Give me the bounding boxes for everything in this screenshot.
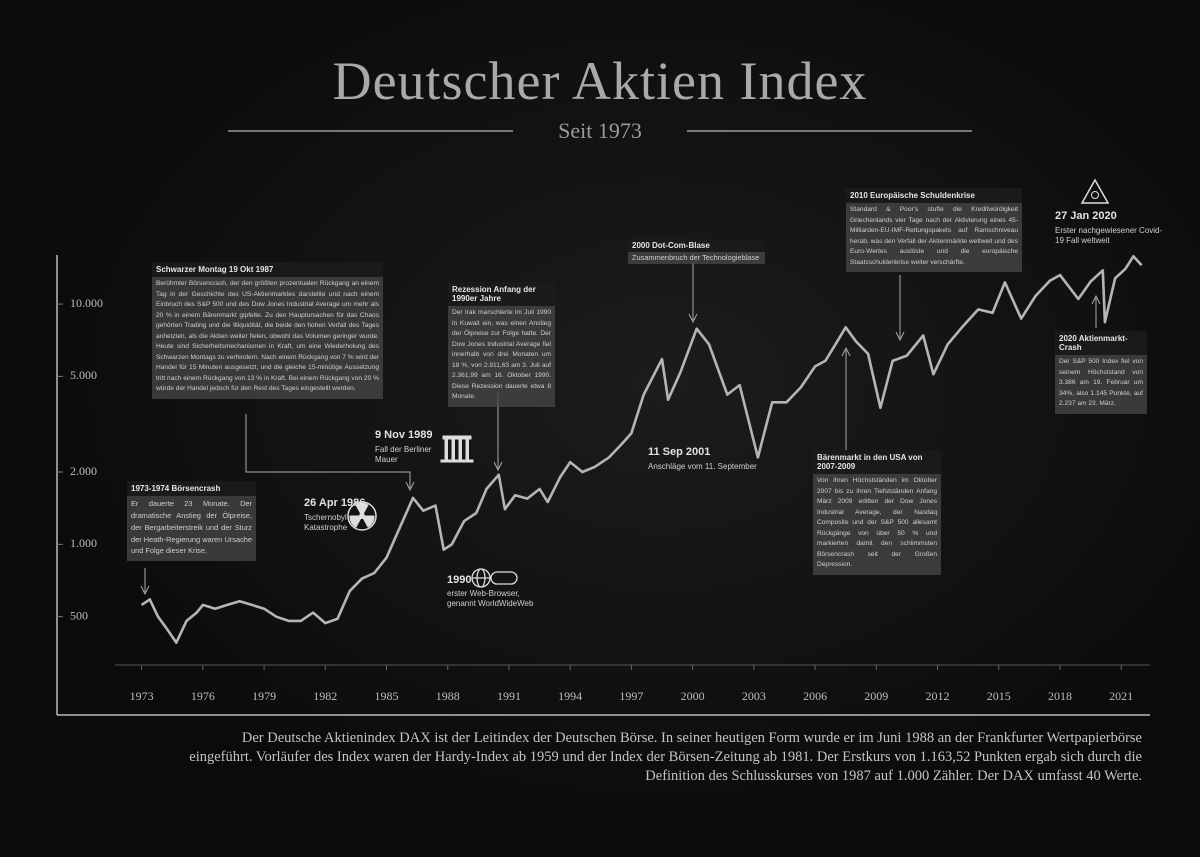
annotation-text: Standard & Poor's stufte die Kreditwürdi… [850, 206, 1018, 266]
x-tick-label: 2021 [1109, 689, 1133, 703]
chart-title: Deutscher Aktien Index [332, 51, 868, 111]
annotation-text: erster Web-Browser, genannt WorldWideWeb [447, 589, 534, 608]
annotation-title: Rezession Anfang der 1990er Jahre [448, 282, 555, 306]
annotation-title: Bärenmarkt in den USA von 2007-2009 [813, 450, 941, 474]
annotation: 2020 Aktienmarkt-Crash Der S&P 500 Index … [1055, 331, 1147, 414]
annotation-title: 2010 Europäische Schuldenkrise [846, 188, 1022, 203]
y-tick-label: 500 [70, 608, 88, 622]
y-tick-label: 5.000 [70, 368, 97, 382]
x-tick-label: 1979 [252, 689, 276, 703]
x-tick-label: 1982 [313, 689, 337, 703]
annotation-title: 2020 Aktienmarkt-Crash [1055, 331, 1147, 355]
annotation: 11 Sep 2001 Anschläge vom 11. September [648, 446, 788, 472]
x-tick-label: 2015 [987, 689, 1011, 703]
annotation-title: 26 Apr 1986 [304, 497, 366, 509]
x-tick-label: 1997 [619, 689, 643, 703]
annotation-title: 27 Jan 2020 [1055, 210, 1117, 222]
annotation-text: Der S&P 500 Index fiel von seinem Höchst… [1059, 358, 1143, 408]
annotation: 9 Nov 1989 Fall der Berliner Mauer [375, 429, 445, 464]
annotation-title: 2000 Dot-Com-Blase [628, 239, 765, 252]
annotation: Bärenmarkt in den USA von 2007-2009 Von i… [813, 450, 941, 575]
x-tick-label: 1991 [497, 689, 521, 703]
index-line [140, 255, 1143, 644]
annotation-text: Er dauerte 23 Monate. Der dramatische An… [131, 499, 252, 556]
x-tick-label: 1988 [436, 689, 460, 703]
radiation-icon [347, 501, 377, 531]
annotation-text: Erster nachgewiesener Covid-19 Fall welt… [1055, 226, 1163, 245]
annotation-title: 11 Sep 2001 [648, 446, 711, 458]
annotation-text: Berühmter Börsencrash, der den größten p… [156, 280, 379, 393]
annotation: 26 Apr 1986 Tschernobyl-Katastrophe [304, 497, 374, 532]
annotation: Schwarzer Montag 19 Okt 1987 Berühmter Bö… [152, 262, 383, 400]
y-tick-label: 1.000 [70, 536, 97, 550]
globe-icon [471, 568, 518, 588]
annotation-text: Fall der Berliner Mauer [375, 445, 432, 464]
annotation: 1973-1974 Börsencrash Er dauerte 23 Monat… [127, 481, 256, 562]
x-tick-label: 1985 [375, 689, 399, 703]
annotation-text: Zusammenbruch der Technologieblase [632, 253, 760, 262]
x-tick-label: 2000 [681, 689, 705, 703]
annotation-title: 1973-1974 Börsencrash [127, 481, 256, 496]
x-tick-label: 1994 [558, 689, 582, 703]
annotation-text: Tschernobyl-Katastrophe [304, 513, 350, 532]
annotation: 2000 Dot-Com-Blase Zusammenbruch der Tech… [628, 239, 765, 264]
annotation-title: 9 Nov 1989 [375, 429, 433, 441]
annotation-title: 1990 [447, 574, 472, 586]
x-tick-label: 1976 [191, 689, 215, 703]
annotation: Rezession Anfang der 1990er Jahre Der Ira… [448, 282, 555, 407]
annotation: 27 Jan 2020 Erster nachgewiesener Covid-1… [1055, 210, 1165, 245]
annotation: 2010 Europäische Schuldenkrise Standard &… [846, 188, 1022, 273]
annotation: 1990 erster Web-Browser, genannt WorldWid… [447, 574, 547, 608]
annotation-title: Schwarzer Montag 19 Okt 1987 [152, 262, 383, 277]
y-tick-label: 10.000 [70, 296, 103, 310]
x-tick-label: 1973 [130, 689, 154, 703]
x-tick-label: 2006 [803, 689, 827, 703]
x-tick-label: 2012 [926, 689, 950, 703]
description: Der Deutsche Aktienindex DAX ist der Lei… [189, 730, 1142, 784]
icons [347, 178, 1110, 588]
y-tick-label: 2.000 [70, 464, 97, 478]
annotation-text: Anschläge vom 11. September [648, 462, 757, 471]
chart-subtitle: Seit 1973 [558, 118, 642, 143]
x-tick-label: 2003 [742, 689, 766, 703]
annotation-text: Der Irak marschierte im Juli 1990 in Kuw… [452, 309, 551, 401]
annotation-text: Von ihren Höchstständen im Oktober 2007 … [817, 477, 937, 569]
arrows [140, 262, 1101, 596]
x-tick-label: 2018 [1048, 689, 1072, 703]
biohazard-icon [1080, 178, 1110, 204]
x-tick-label: 2009 [864, 689, 888, 703]
gate-icon [440, 435, 474, 463]
